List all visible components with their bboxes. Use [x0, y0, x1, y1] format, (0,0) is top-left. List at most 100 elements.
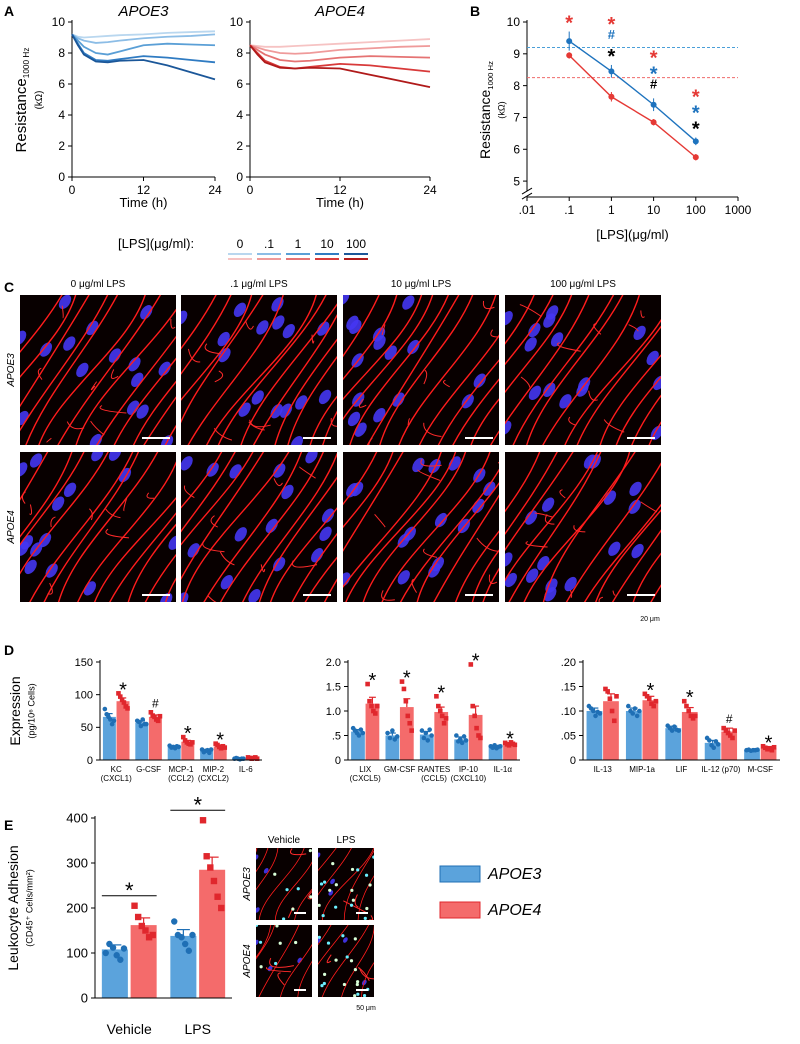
y-tick-label: 0: [570, 755, 576, 767]
bar: [665, 728, 682, 760]
cell-border: [90, 381, 98, 391]
leukocyte: [258, 940, 263, 944]
nucleus: [181, 592, 189, 602]
micrograph: [181, 452, 337, 602]
nucleus: [431, 556, 445, 572]
y-tick-label: 9: [513, 47, 520, 61]
leukocyte: [362, 994, 367, 997]
data-point: [149, 931, 156, 939]
cell-border: [534, 512, 553, 518]
cell-border: [202, 540, 225, 553]
cell-border: [46, 437, 52, 443]
x-tick-label: .01: [519, 203, 536, 217]
x-tick-label: 12: [137, 183, 151, 197]
bar: [468, 714, 483, 760]
bar: [167, 746, 181, 760]
cell-border: [273, 478, 283, 487]
x-tick-label: MIP-2: [203, 765, 225, 774]
micrograph: [256, 925, 312, 997]
nucleus: [505, 552, 513, 567]
data-point: [117, 956, 124, 963]
cell-border: [343, 295, 398, 381]
cell-border: [207, 595, 217, 602]
cell-border: [240, 303, 337, 445]
cell-border: [96, 335, 176, 445]
data-point: [385, 730, 390, 736]
leukocyte: [319, 882, 324, 886]
nucleus: [187, 543, 200, 558]
cell-border: [203, 452, 303, 602]
micrograph-background: [343, 452, 499, 602]
nucleus: [629, 481, 642, 497]
data-point: [476, 733, 481, 738]
nucleus: [273, 463, 286, 478]
cell-border: [505, 452, 574, 552]
micrograph: [343, 452, 499, 602]
cell-border: [311, 334, 315, 344]
data-point: [506, 743, 512, 748]
panel-letter: D: [4, 642, 14, 658]
data-point: [769, 747, 775, 753]
cell-border: [277, 972, 285, 986]
micrograph: [256, 848, 312, 920]
legend-label: 1: [295, 237, 302, 251]
y-tick-label: 50: [81, 722, 93, 734]
cell-border: [525, 541, 548, 548]
data-point: [210, 877, 218, 885]
leukocyte: [318, 903, 321, 907]
nucleus: [321, 508, 335, 523]
y-tick-label: 6: [58, 77, 65, 91]
cell-border: [318, 848, 337, 872]
cell-border: [210, 515, 218, 528]
x-tick-label: 0: [69, 183, 76, 197]
cell-border: [544, 514, 555, 525]
cell-border: [77, 461, 176, 602]
data-point: [425, 738, 431, 743]
data-point: [611, 718, 617, 724]
data-point: [180, 734, 186, 740]
cell-border: [20, 295, 63, 353]
nucleus: [343, 572, 351, 587]
x-tick-label: KC: [111, 765, 122, 774]
cell-border: [374, 513, 386, 528]
cell-border: [219, 551, 235, 566]
cell-border: [66, 421, 85, 430]
data-point: [692, 713, 698, 719]
data-point: [690, 716, 696, 721]
leukocyte: [351, 898, 355, 902]
data-point: [102, 706, 108, 712]
y-tick-label: .05: [561, 730, 576, 742]
data-point: [365, 681, 370, 687]
nucleus: [263, 868, 269, 874]
significance-mark: *: [650, 63, 658, 85]
micrograph: [505, 295, 661, 445]
significance-mark: *: [403, 668, 411, 690]
nucleus: [608, 541, 621, 556]
nucleus: [318, 852, 321, 858]
nucleus: [24, 559, 37, 575]
cell-border: [588, 390, 598, 401]
leukocyte: [372, 855, 374, 859]
nucleus: [76, 362, 89, 378]
cell-border: [280, 943, 312, 997]
nucleus: [318, 937, 321, 944]
column-header: Vehicle: [268, 835, 301, 846]
series-line: [71, 33, 216, 81]
cell-border: [366, 295, 460, 445]
bar: [642, 700, 659, 760]
legend-label: APOE3: [487, 866, 541, 883]
x-tick-label: 24: [208, 183, 222, 197]
data-point: [190, 740, 195, 745]
cell-border: [381, 452, 491, 602]
y-tick-label: 0: [81, 991, 88, 1006]
y-axis-unit: (CD45⁺ Cells/mm²): [25, 869, 35, 947]
cell-border: [127, 523, 176, 602]
significance-mark: *: [216, 730, 224, 752]
cell-border: [164, 424, 176, 445]
cell-border: [488, 574, 498, 584]
y-axis-label-main: Resistance: [13, 78, 30, 152]
cell-border: [379, 295, 474, 445]
x-tick-label: LIX: [359, 765, 372, 774]
leukocyte: [353, 994, 357, 997]
y-tick-label: 0: [58, 170, 65, 184]
